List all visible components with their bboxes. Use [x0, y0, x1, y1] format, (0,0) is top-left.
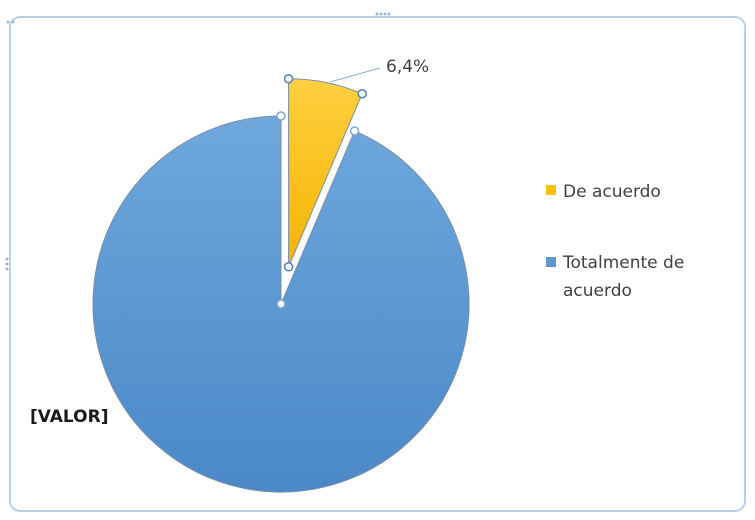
handle-left-dots[interactable]	[5, 257, 9, 261]
slice-handle-1[interactable]	[349, 126, 360, 136]
handle-top-dots[interactable]	[383, 12, 387, 16]
slice-handle-2[interactable]	[276, 111, 286, 121]
handle-corner-dots[interactable]	[6, 20, 10, 24]
slice-selection-handles[interactable]	[276, 74, 367, 309]
slice-handle-0[interactable]	[276, 299, 286, 309]
slice-handle-1[interactable]	[283, 74, 294, 84]
handle-left-dots[interactable]	[5, 262, 9, 266]
legend-swatch-de-acuerdo	[546, 185, 556, 195]
data-label-de-acuerdo: 6,4%	[386, 57, 429, 77]
data-label-leader-line	[329, 67, 381, 83]
frame-handles[interactable]	[5, 12, 391, 271]
handle-top-dots[interactable]	[387, 12, 391, 16]
handle-left-dots[interactable]	[5, 267, 9, 271]
legend[interactable]: De acuerdo Totalmente de acuerdo	[546, 182, 684, 301]
handle-top-dots[interactable]	[379, 12, 383, 16]
legend-swatch-totalmente-de-acuerdo	[546, 257, 556, 267]
handle-corner-dots[interactable]	[11, 20, 15, 24]
handle-top-dots[interactable]	[375, 12, 379, 16]
slice-handle-2[interactable]	[357, 89, 367, 99]
legend-label-totalmente-de-acuerdo-line1: Totalmente de	[562, 253, 684, 273]
legend-label-de-acuerdo: De acuerdo	[563, 182, 661, 202]
slice-handle-0[interactable]	[283, 262, 294, 272]
legend-label-totalmente-de-acuerdo-line2: acuerdo	[563, 281, 632, 301]
data-label-totalmente-de-acuerdo: [VALOR]	[30, 407, 108, 427]
